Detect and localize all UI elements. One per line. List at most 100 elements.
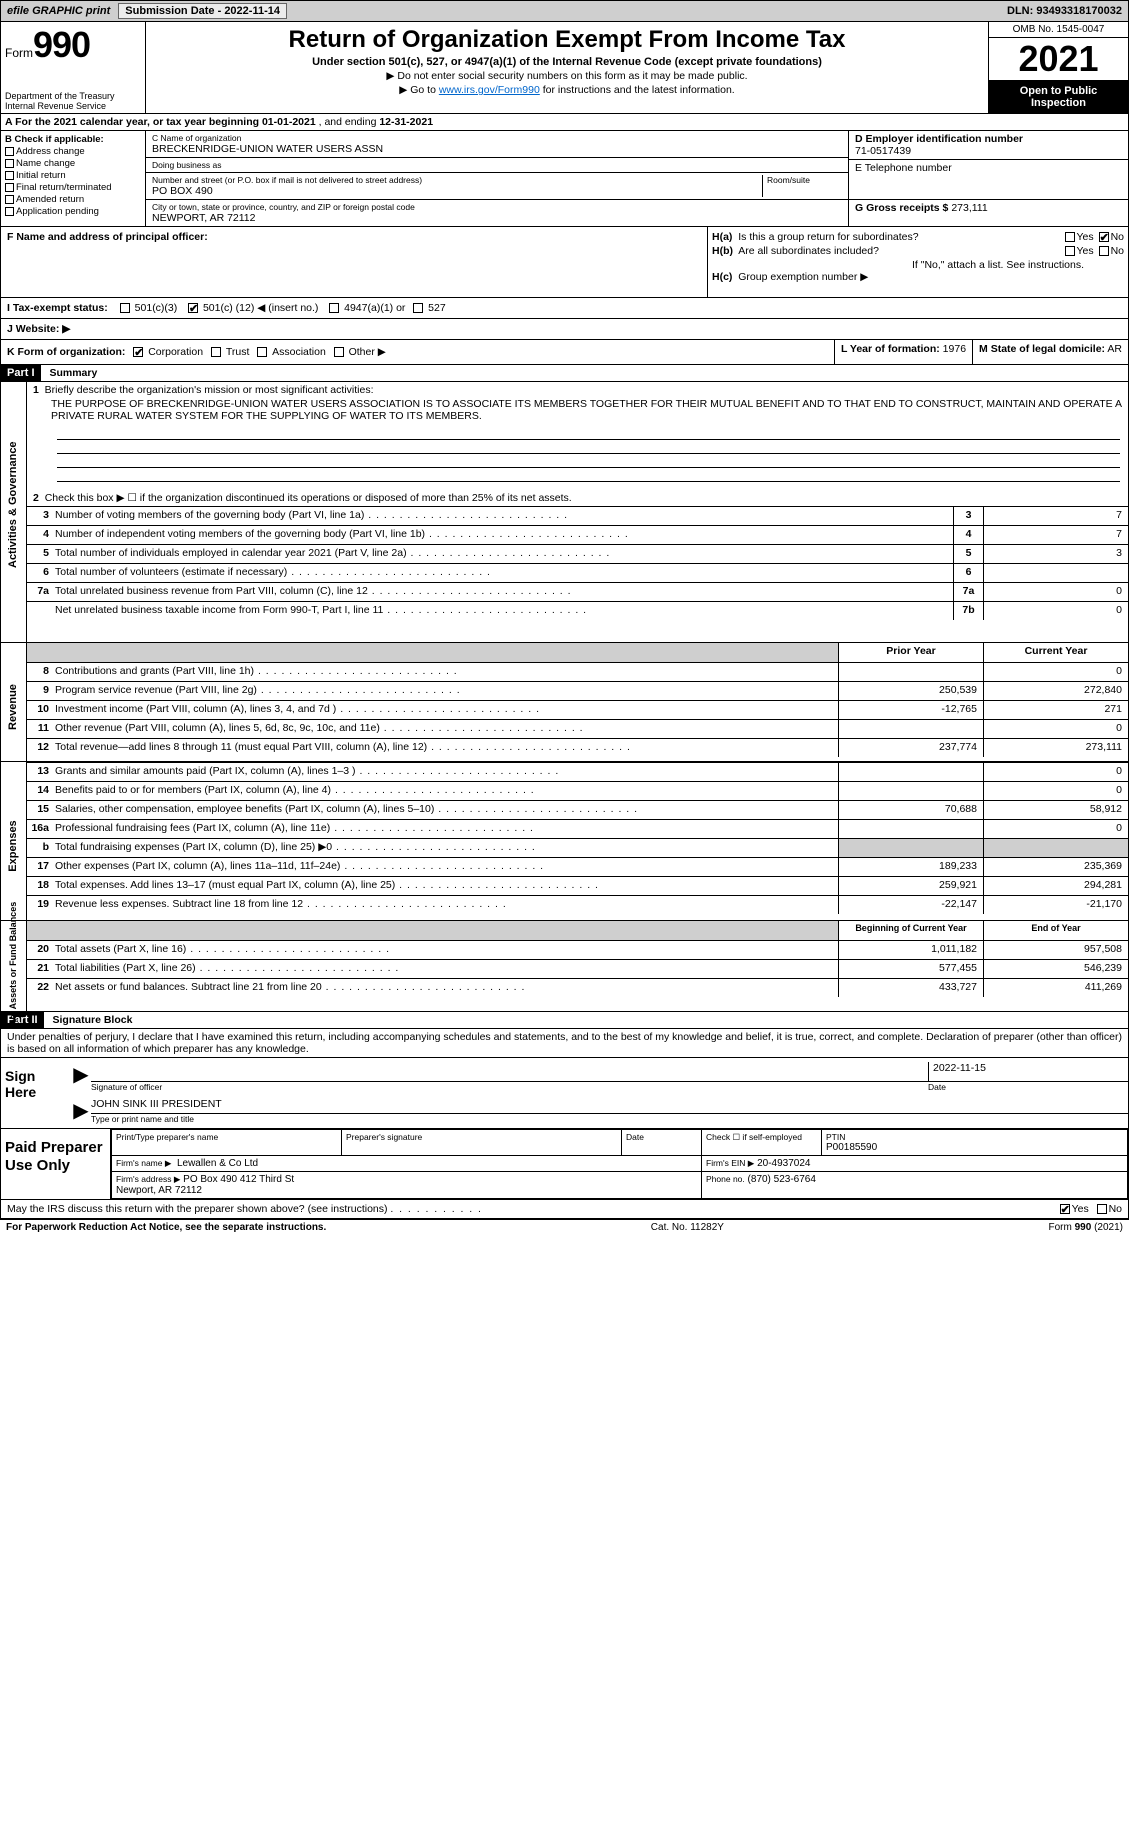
- 501c3-check[interactable]: [120, 303, 130, 313]
- open-to-public: Open to Public Inspection: [989, 81, 1128, 113]
- 501c-pre: 501(c) (: [203, 302, 239, 314]
- k-trust[interactable]: [211, 347, 221, 357]
- ein-cell: D Employer identification number 71-0517…: [849, 131, 1128, 160]
- cb-label: Name change: [16, 158, 75, 169]
- check-initial-return[interactable]: Initial return: [5, 170, 141, 181]
- table-row: 13Grants and similar amounts paid (Part …: [27, 762, 1128, 781]
- side-net-label: Net Assets or Fund Balances: [8, 906, 18, 1026]
- hb-yes[interactable]: [1065, 246, 1075, 256]
- paid-preparer-label: Paid Preparer Use Only: [1, 1129, 111, 1199]
- pt-name-label: Print/Type preparer's name: [116, 1132, 337, 1142]
- ein-value: 71-0517439: [855, 145, 1122, 157]
- line-a: A For the 2021 calendar year, or tax yea…: [1, 114, 1128, 131]
- 527-check[interactable]: [413, 303, 423, 313]
- cb-label: Amended return: [16, 194, 84, 205]
- sig-date-label: Date: [928, 1082, 1128, 1092]
- table-row: 7aTotal unrelated business revenue from …: [27, 582, 1128, 601]
- omb-number: OMB No. 1545-0047: [989, 22, 1128, 38]
- form-title: Return of Organization Exempt From Incom…: [150, 26, 984, 54]
- hb-answer: Yes No: [1063, 245, 1125, 257]
- k-other[interactable]: [334, 347, 344, 357]
- discuss-yes[interactable]: [1060, 1204, 1070, 1214]
- side-revenue: Revenue: [1, 643, 27, 761]
- may-discuss-row: May the IRS discuss this return with the…: [1, 1199, 1128, 1218]
- prep-phone-label: Phone no.: [706, 1174, 745, 1184]
- cb-label: Application pending: [16, 206, 99, 217]
- check-name-change[interactable]: Name change: [5, 158, 141, 169]
- side-revenue-label: Revenue: [7, 657, 19, 757]
- street-cell: Number and street (or P.O. box if mail i…: [146, 173, 848, 200]
- submission-date-button[interactable]: Submission Date - 2022-11-14: [118, 3, 287, 19]
- officer-name-label: Type or print name and title: [91, 1114, 1128, 1124]
- table-row: 4Number of independent voting members of…: [27, 525, 1128, 544]
- table-row: 8Contributions and grants (Part VIII, li…: [27, 662, 1128, 681]
- check-address-change[interactable]: Address change: [5, 146, 141, 157]
- cb-label: Address change: [16, 146, 85, 157]
- mission-rules: [27, 424, 1128, 490]
- ein-label: D Employer identification number: [855, 133, 1023, 145]
- sig-officer-field[interactable]: [91, 1062, 928, 1081]
- column-b: B Check if applicable: Address change Na…: [1, 131, 146, 226]
- part2-header: Part II Signature Block: [1, 1012, 1128, 1029]
- check-amended[interactable]: Amended return: [5, 194, 141, 205]
- firm-addr-label: Firm's address ▶: [116, 1174, 180, 1184]
- netassets-block: Net Assets or Fund Balances Beginning of…: [1, 920, 1128, 1012]
- line-a-mid: , and ending: [319, 116, 380, 128]
- 4947-check[interactable]: [329, 303, 339, 313]
- city-label: City or town, state or province, country…: [152, 202, 842, 212]
- cb-label: Final return/terminated: [16, 182, 112, 193]
- table-row: 6Total number of volunteers (estimate if…: [27, 563, 1128, 582]
- column-de: D Employer identification number 71-0517…: [848, 131, 1128, 226]
- prior-year-hdr: Prior Year: [838, 643, 983, 662]
- line2-text: Check this box ▶ ☐ if the organization d…: [45, 492, 572, 504]
- department-label: Department of the Treasury Internal Reve…: [5, 91, 141, 111]
- sign-here-block: Sign Here ▶ 2022-11-15 Signature of offi…: [1, 1058, 1128, 1129]
- dba-cell: Doing business as: [146, 158, 848, 173]
- check-app-pending[interactable]: Application pending: [5, 206, 141, 217]
- sign-here-label: Sign Here: [1, 1058, 71, 1128]
- 501c-post: ) ◀ (insert no.): [251, 302, 319, 314]
- irs-link[interactable]: www.irs.gov/Form990: [439, 84, 540, 96]
- form-container: Form990 Department of the Treasury Inter…: [0, 22, 1129, 1219]
- pt-date-label: Date: [626, 1132, 697, 1142]
- ha-yes[interactable]: [1065, 232, 1075, 242]
- side-governance-label: Activities & Governance: [7, 468, 19, 568]
- table-row: 9Program service revenue (Part VIII, lin…: [27, 681, 1128, 700]
- discuss-no[interactable]: [1097, 1204, 1107, 1214]
- hb-no[interactable]: [1099, 246, 1109, 256]
- k-assoc[interactable]: [257, 347, 267, 357]
- k-corp[interactable]: [133, 347, 143, 357]
- city-value: NEWPORT, AR 72112: [152, 212, 842, 224]
- f-label: F Name and address of principal officer:: [7, 231, 208, 243]
- 501c-check[interactable]: [188, 303, 198, 313]
- topbar: efile GRAPHIC print Submission Date - 20…: [0, 0, 1129, 22]
- hc-label: H(c) Group exemption number ▶: [712, 271, 868, 283]
- officer-name: JOHN SINK III PRESIDENT: [91, 1098, 1128, 1114]
- ptin-value: P00185590: [826, 1142, 1123, 1153]
- 4947-label: 4947(a)(1) or: [344, 302, 405, 314]
- table-row: 11Other revenue (Part VIII, column (A), …: [27, 719, 1128, 738]
- pt-sig-label: Preparer's signature: [346, 1132, 617, 1142]
- ha-no[interactable]: [1099, 232, 1109, 242]
- pt-check-label: Check ☐ if self-employed: [706, 1132, 817, 1143]
- end-year-hdr: End of Year: [983, 921, 1128, 940]
- k-corp-label: Corporation: [148, 346, 203, 358]
- tax-year-end: 12-31-2021: [379, 116, 433, 128]
- line-a-pre: A For the 2021 calendar year, or tax yea…: [5, 116, 262, 128]
- page-footer: For Paperwork Reduction Act Notice, see …: [0, 1219, 1129, 1235]
- dba-label: Doing business as: [152, 160, 842, 170]
- org-name-cell: C Name of organization BRECKENRIDGE-UNIO…: [146, 131, 848, 158]
- footer-left: For Paperwork Reduction Act Notice, see …: [6, 1222, 326, 1233]
- check-final-return[interactable]: Final return/terminated: [5, 182, 141, 193]
- line2: 2 Check this box ▶ ☐ if the organization…: [27, 490, 1128, 506]
- firm-ein: 20-4937024: [757, 1158, 810, 1169]
- phone-label: E Telephone number: [855, 162, 1122, 174]
- table-row: Net unrelated business taxable income fr…: [27, 601, 1128, 620]
- state-domicile: M State of legal domicile: AR: [972, 340, 1128, 364]
- 527-label: 527: [428, 302, 446, 314]
- row-klm: K Form of organization: Corporation Trus…: [1, 340, 1128, 365]
- tax-year-begin: 01-01-2021: [262, 116, 316, 128]
- form-header: Form990 Department of the Treasury Inter…: [1, 22, 1128, 114]
- header-note-1: ▶ Do not enter social security numbers o…: [150, 70, 984, 82]
- k-other-label: Other ▶: [349, 346, 386, 358]
